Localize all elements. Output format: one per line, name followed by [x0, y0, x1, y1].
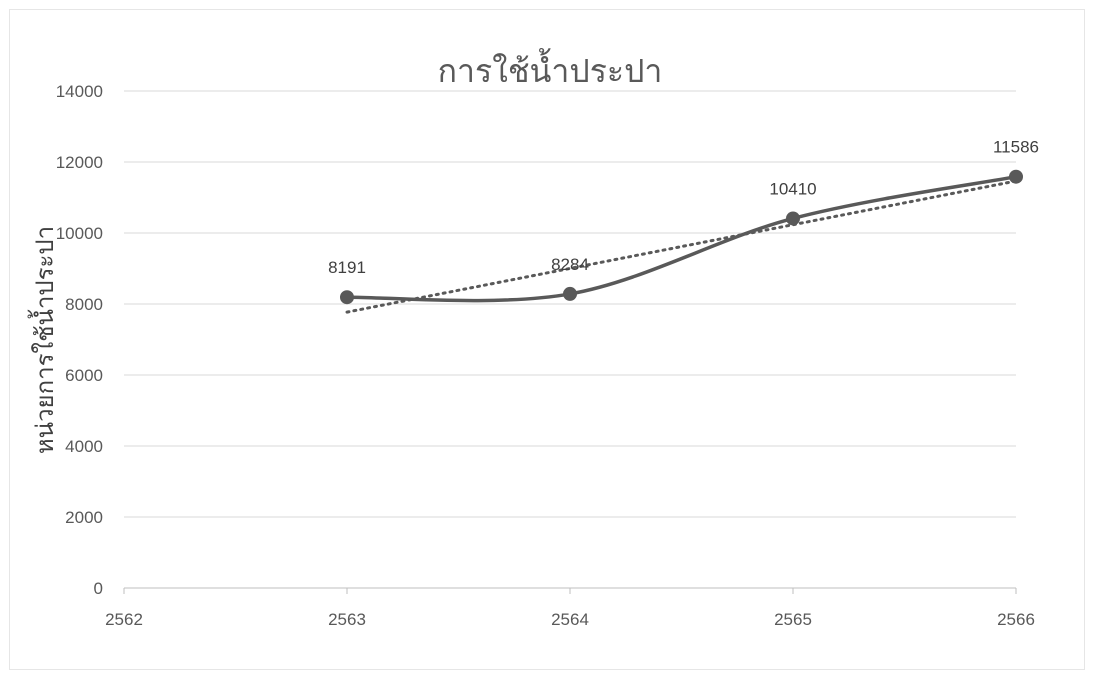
- data-point: [340, 290, 354, 305]
- series-line: [345, 174, 1018, 303]
- y-tick-label: 4000: [65, 437, 103, 456]
- data-label: 8284: [551, 255, 589, 274]
- trendline-layer: [345, 179, 1018, 314]
- data-label: 11586: [993, 138, 1039, 157]
- tick-labels: 0 2000 4000 6000 8000 10000 12000 14000 2562 2563…: [56, 82, 1035, 629]
- data-label: 8191: [328, 258, 366, 277]
- gridlines: [124, 90, 1016, 518]
- chart-area: [9, 9, 1085, 670]
- y-tick-label: 8000: [65, 295, 103, 314]
- data-point: [1009, 169, 1023, 184]
- y-tick-label: 2000: [65, 508, 103, 527]
- chart-title: การใช้น้ำประปา: [438, 48, 663, 90]
- x-tick-label: 2564: [551, 610, 589, 629]
- y-tick-label: 12000: [56, 153, 103, 172]
- y-tick-label: 6000: [65, 366, 103, 385]
- x-tick-label: 2565: [774, 610, 812, 629]
- trendline: [345, 179, 1018, 314]
- y-tick-label: 10000: [56, 224, 103, 243]
- series-layer: [340, 169, 1023, 305]
- y-tick-label: 14000: [56, 82, 103, 101]
- y-tick-label: 0: [94, 579, 103, 598]
- axes: [123, 587, 1017, 594]
- data-point: [563, 286, 577, 301]
- x-tick-label: 2562: [105, 610, 143, 629]
- data-point: [786, 211, 800, 226]
- data-label: 10410: [769, 179, 816, 198]
- x-tick-label: 2566: [997, 610, 1035, 629]
- data-labels: 8191 8284 10410 11586: [328, 138, 1039, 278]
- x-tick-label: 2563: [328, 610, 366, 629]
- y-axis-title: หน่วยการใช้น้ำประปา: [27, 226, 59, 454]
